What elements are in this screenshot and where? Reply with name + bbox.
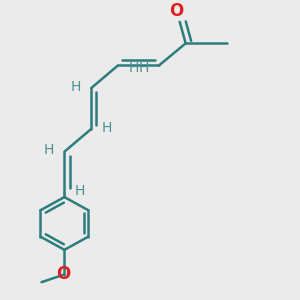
Text: H: H — [128, 61, 139, 75]
Text: H: H — [44, 143, 54, 157]
Text: O: O — [56, 265, 70, 283]
Text: H: H — [138, 61, 148, 75]
Text: O: O — [169, 2, 184, 20]
Text: H: H — [75, 184, 85, 198]
Text: H: H — [101, 121, 112, 135]
Text: H: H — [70, 80, 81, 94]
